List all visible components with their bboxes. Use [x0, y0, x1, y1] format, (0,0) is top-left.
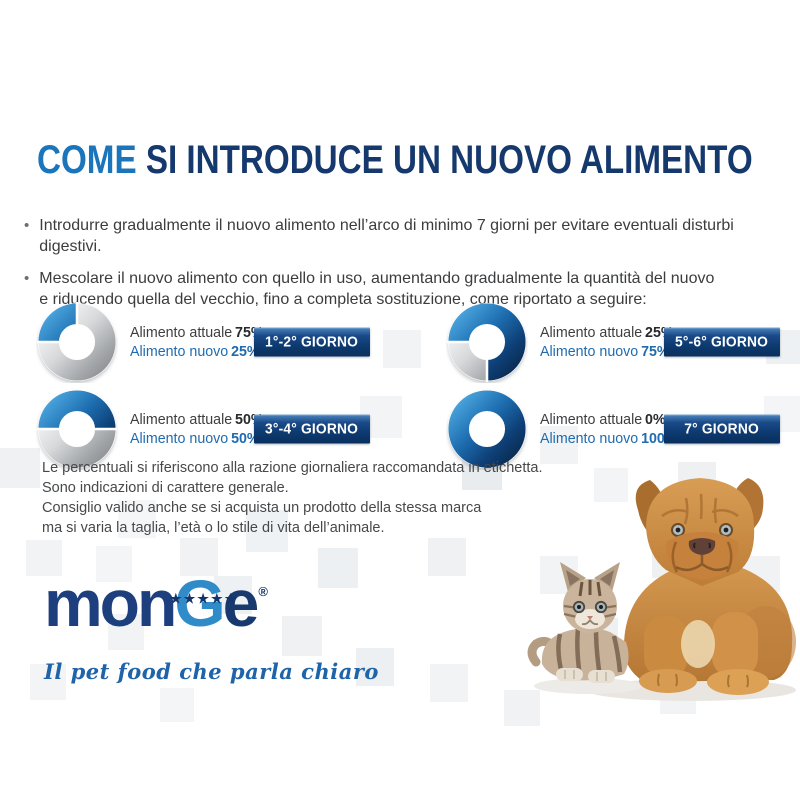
bg-square	[504, 690, 540, 726]
bg-square	[428, 538, 466, 576]
new-food-label: Alimento nuovo	[540, 343, 639, 360]
bg-square	[180, 538, 218, 576]
current-food-label: Alimento attuale	[540, 324, 643, 341]
puppy-image	[623, 478, 796, 695]
current-food-value: 0%	[645, 411, 666, 428]
step-panel-day7: Alimento attuale 0% Alimento nuovo 100% 7°…	[446, 387, 800, 471]
footnote-line: ma si varia la taglia, l’età o lo stile …	[42, 520, 385, 536]
bullet-text: Introdurre gradualmente il nuovo aliment…	[39, 217, 734, 255]
new-food-label: Alimento nuovo	[130, 343, 229, 360]
footnote-line: Consiglio valido anche se si acquista un…	[42, 500, 482, 516]
puppy-kitten-photo	[527, 478, 796, 701]
bullet-text-line1: Mescolare il nuovo alimento con quello i…	[39, 270, 715, 287]
new-food-line: Alimento nuovo 75%	[540, 342, 670, 361]
bullet-item-1: • Introdurre gradualmente il nuovo alime…	[24, 215, 776, 257]
step-legend: Alimento attuale 25% Alimento nuovo 75%	[540, 323, 674, 361]
logo-letters-mon: mon	[44, 566, 177, 640]
puppy-nose	[688, 538, 716, 555]
new-food-value: 75%	[641, 343, 670, 360]
current-food-line: Alimento attuale 0%	[540, 410, 666, 429]
bg-square	[430, 664, 468, 702]
bullet-text: Mescolare il nuovo alimento con quello i…	[39, 268, 714, 310]
bg-square	[214, 576, 252, 614]
new-food-line: Alimento nuovo 25%	[130, 342, 260, 361]
current-food-label: Alimento attuale	[130, 411, 233, 428]
bg-square	[96, 546, 132, 582]
new-food-value: 25%	[231, 343, 260, 360]
title-highlight: COME	[37, 138, 137, 182]
monge-logo: ★★★★★ monGe ® Il pet food che parla chiaro	[44, 568, 379, 684]
current-food-line: Alimento attuale 50%	[130, 410, 264, 429]
current-food-label: Alimento attuale	[130, 324, 233, 341]
donut-chart-day1-2	[36, 301, 117, 382]
bg-square	[356, 648, 394, 686]
day-badge-label: 5°-6° GIORNO	[675, 333, 769, 351]
bullet-dot: •	[24, 217, 30, 234]
new-food-line: Alimento nuovo 100%	[540, 429, 678, 448]
day-badge: 1°-2° GIORNO	[254, 327, 370, 357]
bg-square	[26, 540, 62, 576]
current-food-label: Alimento attuale	[540, 411, 643, 428]
step-legend: Alimento attuale 50% Alimento nuovo 50%	[130, 410, 264, 448]
bg-square	[282, 616, 322, 656]
kitten-image	[527, 562, 629, 683]
bg-square	[383, 330, 421, 368]
footnote-line: Le percentuali si riferiscono alla razio…	[42, 460, 543, 476]
step-panel-day1-2: Alimento attuale 75% Alimento nuovo 25% 1°…	[36, 300, 408, 384]
bg-square	[318, 548, 358, 588]
new-food-line: Alimento nuovo 50%	[130, 429, 260, 448]
day-badge-label: 3°-4° GIORNO	[265, 420, 359, 438]
new-food-label: Alimento nuovo	[540, 430, 639, 447]
monge-wordmark: ★★★★★ monGe ®	[44, 568, 344, 657]
bullet-item-2: • Mescolare il nuovo alimento con quello…	[24, 268, 776, 310]
floor-shadow	[534, 678, 642, 694]
bg-square	[540, 426, 578, 464]
kitten-nose	[587, 616, 593, 620]
footnote-line: Sono indicazioni di carattere generale.	[42, 480, 289, 496]
bullet-dot: •	[24, 270, 30, 287]
bg-square	[0, 448, 40, 488]
bg-square	[160, 688, 194, 722]
logo-letter-e: e	[222, 566, 260, 640]
donut-chart-day7	[447, 389, 527, 469]
stars-icon: ★★★★★	[170, 591, 239, 606]
day-badge-label: 1°-2° GIORNO	[265, 333, 359, 351]
footnotes: Le percentuali si riferiscono alla razio…	[42, 458, 543, 538]
bg-square	[108, 614, 144, 650]
day-badge-label: 7° GIORNO	[684, 420, 760, 438]
bg-square	[118, 500, 156, 538]
day-badge: 5°-6° GIORNO	[664, 327, 780, 357]
logo-letter-g: G	[174, 566, 225, 640]
bullet-text-line2: e riducendo quella del vecchio, fino a c…	[39, 291, 647, 308]
donut-chart-day5-6	[446, 302, 527, 383]
step-panel-day5-6: Alimento attuale 25% Alimento nuovo 75% 5°…	[446, 300, 800, 384]
day-badge: 7° GIORNO	[664, 414, 780, 444]
bg-square	[246, 510, 288, 552]
step-legend: Alimento attuale 0% Alimento nuovo 100%	[540, 410, 678, 448]
bg-square	[594, 468, 628, 502]
step-panel-day3-4: Alimento attuale 50% Alimento nuovo 50% 3°…	[36, 387, 408, 471]
intro-bullets: • Introdurre gradualmente il nuovo alime…	[24, 215, 776, 321]
page-title: COME SI INTRODUCE UN NUOVO ALIMENTO	[37, 138, 753, 183]
title-rest: SI INTRODUCE UN NUOVO ALIMENTO	[136, 138, 753, 182]
day-badge: 3°-4° GIORNO	[254, 414, 370, 444]
new-food-label: Alimento nuovo	[130, 430, 229, 447]
step-legend: Alimento attuale 75% Alimento nuovo 25%	[130, 323, 264, 361]
bg-square	[30, 664, 66, 700]
donut-chart-day3-4	[36, 389, 118, 469]
current-food-line: Alimento attuale 75%	[130, 323, 264, 342]
registered-mark: ®	[258, 584, 268, 599]
new-food-value: 50%	[231, 430, 260, 447]
logo-tagline: Il pet food che parla chiaro	[44, 659, 379, 684]
current-food-line: Alimento attuale 25%	[540, 323, 674, 342]
